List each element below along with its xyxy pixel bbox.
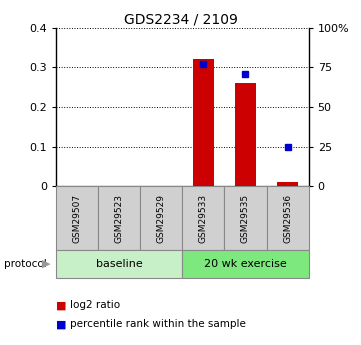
Text: GSM29533: GSM29533 bbox=[199, 194, 208, 243]
Bar bbox=[56, 186, 98, 250]
Bar bbox=[56, 250, 182, 278]
Text: GSM29523: GSM29523 bbox=[115, 194, 123, 243]
Bar bbox=[140, 186, 182, 250]
Bar bbox=[225, 186, 266, 250]
Text: protocol: protocol bbox=[4, 259, 46, 269]
Text: GSM29507: GSM29507 bbox=[73, 194, 82, 243]
Text: 20 wk exercise: 20 wk exercise bbox=[204, 259, 287, 269]
Text: GSM29536: GSM29536 bbox=[283, 194, 292, 243]
Bar bbox=[98, 186, 140, 250]
Text: GSM29535: GSM29535 bbox=[241, 194, 250, 243]
Text: baseline: baseline bbox=[96, 259, 143, 269]
Text: ▶: ▶ bbox=[42, 259, 50, 269]
Bar bbox=[266, 186, 309, 250]
Text: percentile rank within the sample: percentile rank within the sample bbox=[70, 319, 246, 329]
Bar bbox=[182, 186, 225, 250]
Text: ■: ■ bbox=[56, 300, 66, 310]
Bar bbox=[193, 59, 214, 186]
Text: log2 ratio: log2 ratio bbox=[70, 300, 121, 310]
Text: GDS2234 / 2109: GDS2234 / 2109 bbox=[123, 12, 238, 26]
Text: ■: ■ bbox=[56, 319, 66, 329]
Bar bbox=[235, 83, 256, 186]
Bar bbox=[277, 182, 298, 186]
Bar bbox=[182, 250, 309, 278]
Text: GSM29529: GSM29529 bbox=[157, 194, 166, 243]
